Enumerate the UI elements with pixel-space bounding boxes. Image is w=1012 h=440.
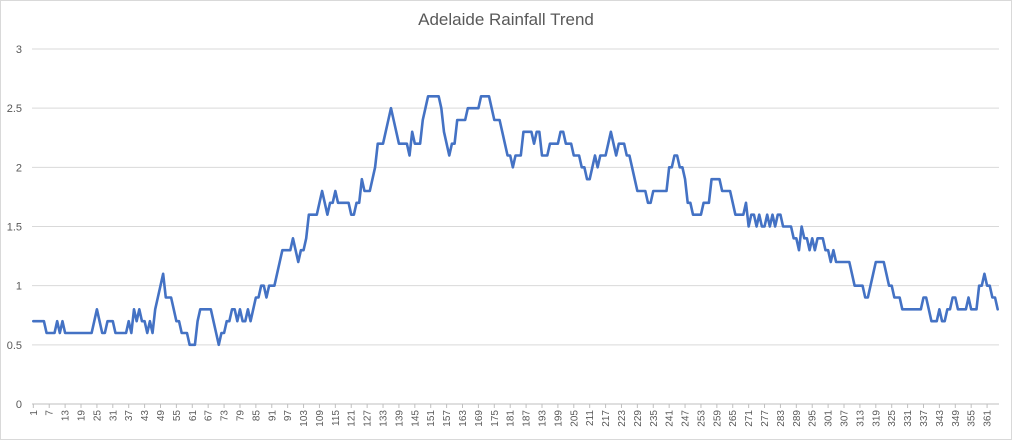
x-tick-label: 103: [299, 410, 310, 427]
x-tick-label: 85: [251, 410, 262, 422]
x-axis-labels: 1 7 13 19 25 31 37 43 49 55 61 67 73 79 85 91 97 103 109 11…: [29, 404, 994, 427]
x-tick-label: 1: [29, 410, 40, 416]
x-tick-label: 205: [569, 410, 580, 427]
x-tick-label: 37: [124, 410, 135, 422]
x-tick-label: 235: [649, 410, 660, 427]
x-tick-label: 151: [426, 410, 437, 427]
x-tick-label: 127: [363, 410, 374, 427]
x-tick-label: 67: [204, 410, 215, 422]
x-tick-label: 175: [490, 410, 501, 427]
x-tick-label: 169: [474, 410, 485, 427]
x-tick-label: 7: [45, 410, 56, 416]
x-tick-label: 331: [903, 410, 914, 427]
x-tick-label: 61: [188, 410, 199, 422]
x-tick-label: 25: [92, 410, 103, 422]
x-tick-label: 79: [235, 410, 246, 422]
x-tick-label: 343: [935, 410, 946, 427]
x-tick-label: 277: [760, 410, 771, 427]
x-tick-label: 73: [220, 410, 231, 422]
x-tick-label: 133: [379, 410, 390, 427]
x-tick-label: 229: [633, 410, 644, 427]
gridlines: [32, 48, 999, 405]
x-tick-label: 265: [728, 410, 739, 427]
x-tick-label: 289: [792, 410, 803, 427]
x-tick-label: 271: [744, 410, 755, 427]
x-tick-label: 349: [951, 410, 962, 427]
x-tick-label: 49: [156, 410, 167, 422]
x-tick-label: 337: [919, 410, 930, 427]
x-tick-label: 157: [442, 410, 453, 427]
y-axis-labels: 0 0.5 1 1.5 2 2.5 3: [7, 44, 22, 411]
x-tick-label: 43: [140, 410, 151, 422]
x-tick-label: 199: [553, 410, 564, 427]
chart-title: Adelaide Rainfall Trend: [418, 10, 594, 29]
x-tick-label: 187: [522, 410, 533, 427]
y-tick-label: 1: [16, 281, 22, 293]
x-tick-label: 355: [967, 410, 978, 427]
x-tick-label: 223: [617, 410, 628, 427]
x-tick-label: 307: [840, 410, 851, 427]
x-tick-label: 253: [696, 410, 707, 427]
y-tick-label: 2: [16, 162, 22, 174]
x-tick-label: 115: [331, 410, 342, 426]
x-tick-label: 13: [61, 410, 72, 422]
x-tick-label: 19: [77, 410, 88, 422]
plot-area: [32, 95, 999, 347]
x-tick-label: 301: [824, 410, 835, 427]
x-tick-label: 109: [315, 410, 326, 427]
x-tick-label: 325: [887, 410, 898, 427]
x-tick-label: 295: [808, 410, 819, 427]
x-tick-label: 361: [983, 410, 994, 427]
x-tick-label: 91: [267, 410, 278, 422]
series-line: [32, 95, 999, 347]
x-tick-label: 97: [283, 410, 294, 422]
x-tick-label: 121: [347, 410, 358, 427]
x-tick-label: 193: [537, 410, 548, 427]
y-tick-label: 2.5: [7, 103, 22, 115]
x-tick-label: 217: [601, 410, 612, 427]
x-tick-label: 313: [855, 410, 866, 427]
x-tick-label: 259: [712, 410, 723, 427]
y-tick-label: 1.5: [7, 222, 22, 234]
x-tick-label: 241: [665, 410, 676, 427]
y-tick-label: 3: [16, 44, 22, 56]
x-tick-label: 211: [585, 410, 596, 426]
y-tick-label: 0: [16, 399, 22, 411]
x-tick-label: 247: [681, 410, 692, 427]
x-tick-label: 283: [776, 410, 787, 427]
x-tick-label: 31: [108, 410, 119, 422]
x-tick-label: 319: [871, 410, 882, 427]
x-tick-label: 55: [172, 410, 183, 422]
y-tick-label: 0.5: [7, 340, 22, 352]
x-tick-label: 139: [394, 410, 405, 427]
x-tick-label: 181: [506, 410, 517, 427]
x-tick-label: 163: [458, 410, 469, 427]
x-tick-label: 145: [410, 410, 421, 427]
